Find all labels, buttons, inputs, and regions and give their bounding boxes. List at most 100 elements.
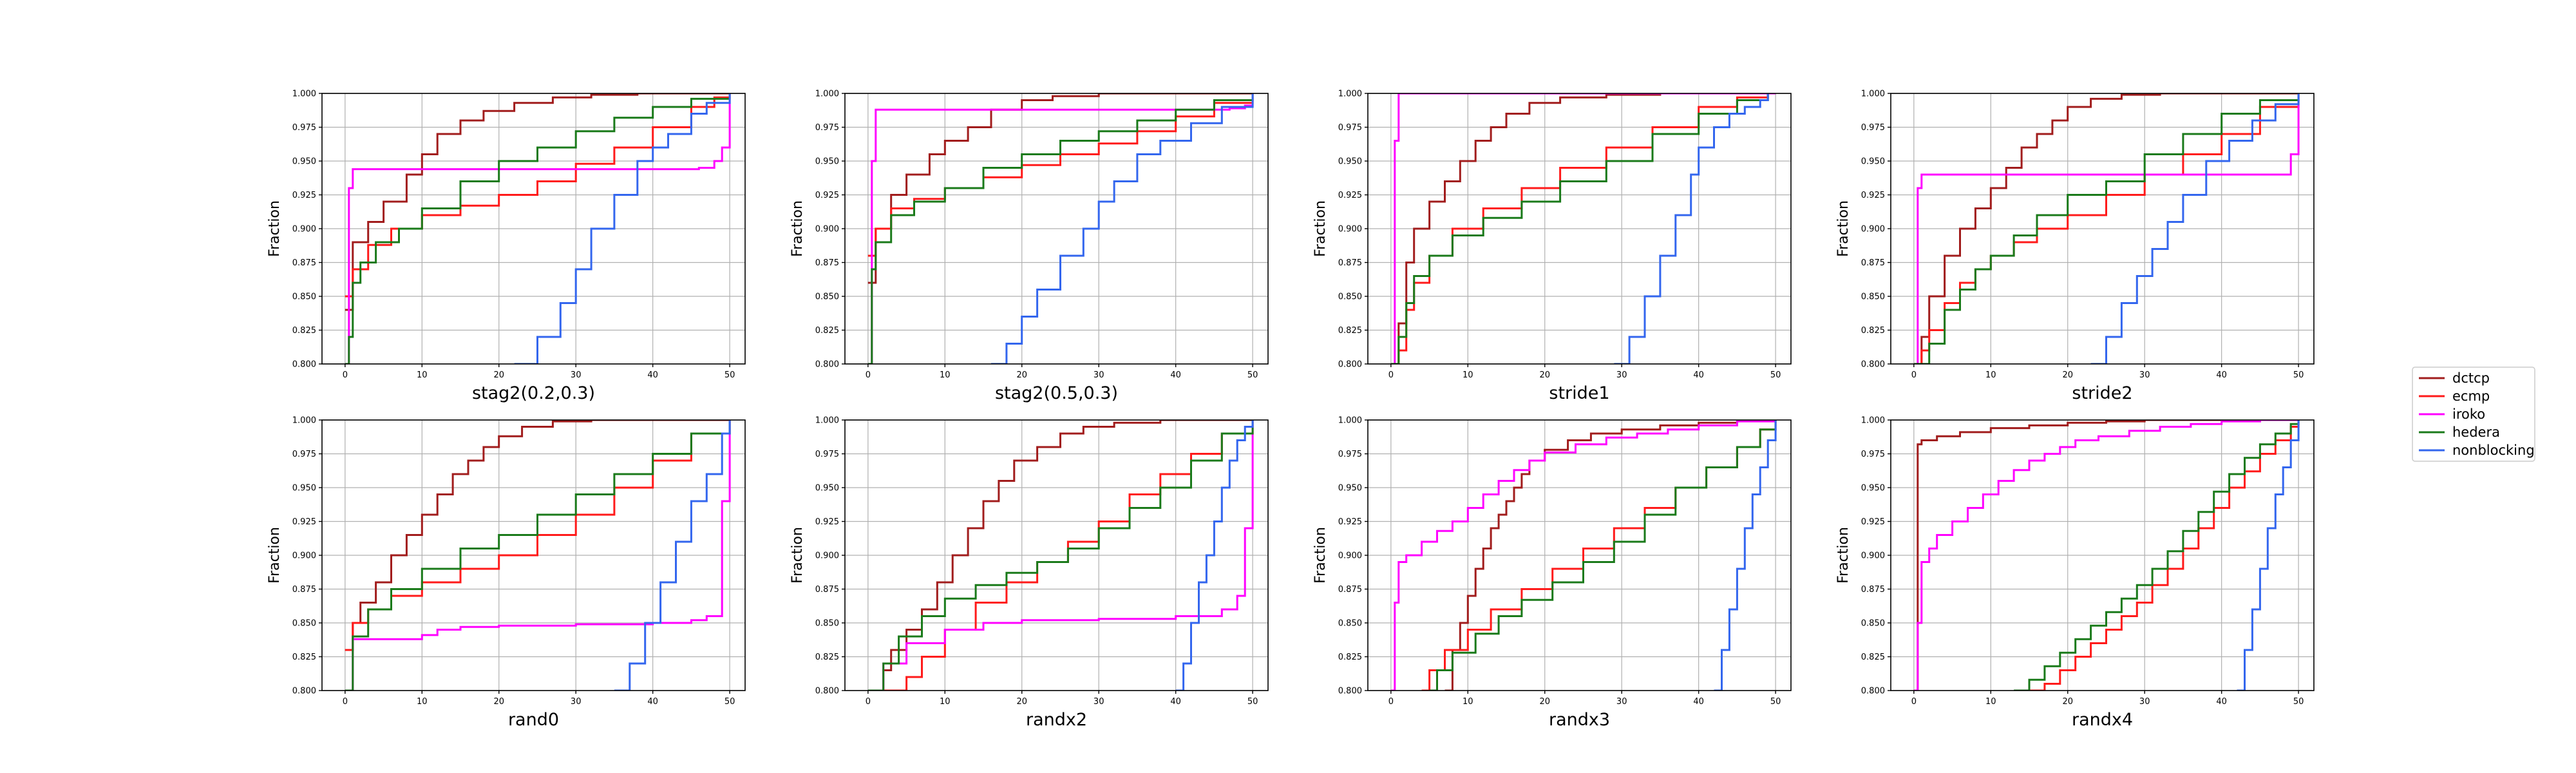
series-line-hedera [345, 93, 731, 364]
x-tick-label: 30 [1616, 370, 1627, 380]
x-tick-label: 40 [647, 697, 658, 707]
y-tick-label: 0.950 [815, 484, 839, 493]
x-tick-label: 50 [724, 697, 735, 707]
subplot-6: 0 10 20 30 40 50 0.800 0.825 0.850 0.875 0.900 0.92… [790, 416, 1269, 730]
y-tick-label: 0.975 [1338, 450, 1362, 459]
y-tick-label: 0.875 [292, 585, 316, 595]
subplot-2: 0 10 20 30 40 50 0.800 0.825 0.850 0.875 0.900 0.92… [790, 90, 1269, 403]
y-tick-label: 0.975 [292, 450, 316, 459]
x-tick-label: 20 [2062, 697, 2073, 707]
series-line-iroko [1913, 93, 2300, 364]
y-tick-label: 0.850 [1861, 292, 1885, 302]
legend-label-dctcp: dctcp [2452, 370, 2490, 386]
x-tick-label: 0 [1911, 370, 1917, 380]
x-tick-label: 40 [647, 370, 658, 380]
x-tick-label: 10 [1985, 370, 1996, 380]
y-tick-label: 0.975 [1338, 123, 1362, 133]
y-tick-label: 1.000 [1861, 416, 1885, 426]
series-line-hedera [1390, 93, 1769, 364]
x-tick-label: 10 [1463, 697, 1473, 707]
y-tick-label: 0.950 [1861, 157, 1885, 167]
legend: dctcp ecmp iroko hedera nonblocking [2412, 367, 2535, 462]
y-tick-label: 0.900 [292, 225, 316, 234]
x-tick-label: 10 [417, 697, 428, 707]
series-line-hedera [345, 420, 731, 691]
subplot-1: 0 10 20 30 40 50 0.800 0.825 0.850 0.875 0.900 0.92… [267, 90, 746, 403]
x-tick-label: 0 [1388, 697, 1394, 707]
y-tick-label: 0.825 [1338, 326, 1362, 336]
x-tick-label: 30 [1094, 370, 1104, 380]
y-tick-label: 0.800 [1338, 687, 1362, 696]
x-tick-label: 30 [2139, 697, 2150, 707]
x-axis-label: stag2(0.2,0.3) [472, 383, 595, 403]
x-axis-label: randx2 [1026, 710, 1087, 730]
series-line-nonblocking [2237, 420, 2300, 691]
x-tick-label: 40 [1170, 697, 1181, 707]
y-tick-label: 0.900 [1338, 225, 1362, 234]
x-tick-label: 30 [1094, 697, 1104, 707]
series-line-iroko [345, 420, 731, 691]
x-tick-label: 30 [2139, 370, 2150, 380]
y-tick-label: 0.900 [292, 551, 316, 561]
y-tick-label: 0.925 [1338, 517, 1362, 527]
x-axis-label: stag2(0.5,0.3) [995, 383, 1118, 403]
x-tick-label: 0 [1911, 697, 1917, 707]
series-line-dctcp [345, 420, 730, 651]
y-axis-label: Fraction [1835, 200, 1852, 257]
y-tick-label: 0.800 [815, 360, 839, 370]
x-tick-label: 50 [1770, 697, 1781, 707]
series-line-dctcp [345, 93, 730, 311]
y-tick-label: 1.000 [292, 416, 316, 426]
series-line-hedera [2014, 420, 2300, 691]
series-line-nonblocking [1175, 420, 1254, 691]
y-tick-label: 0.800 [292, 687, 316, 696]
x-axis-label: stride2 [2072, 383, 2132, 403]
x-tick-label: 50 [1247, 370, 1258, 380]
x-axis-label: rand0 [508, 710, 559, 730]
y-tick-label: 0.975 [815, 123, 839, 133]
y-tick-label: 0.850 [1338, 292, 1362, 302]
y-tick-label: 0.975 [1861, 123, 1885, 133]
x-tick-label: 0 [343, 370, 348, 380]
x-tick-label: 50 [1770, 370, 1781, 380]
x-axis-label: stride1 [1549, 383, 1609, 403]
series-line-dctcp [867, 93, 1253, 284]
series-line-iroko [345, 93, 731, 364]
y-tick-label: 0.900 [1861, 551, 1885, 561]
y-tick-label: 0.850 [815, 619, 839, 629]
x-axis-label: randx4 [2072, 710, 2133, 730]
x-tick-label: 20 [1539, 697, 1550, 707]
x-tick-label: 40 [2216, 697, 2227, 707]
x-tick-label: 40 [1693, 697, 1704, 707]
series-line-nonblocking [514, 93, 731, 364]
x-tick-label: 30 [571, 370, 582, 380]
y-tick-label: 0.925 [292, 517, 316, 527]
series-line-iroko [1913, 420, 2299, 691]
y-tick-label: 0.825 [1861, 653, 1885, 662]
y-tick-label: 0.925 [815, 517, 839, 527]
y-tick-label: 0.825 [815, 326, 839, 336]
y-tick-label: 0.900 [815, 551, 839, 561]
subplot-7: 0 10 20 30 40 50 0.800 0.825 0.850 0.875 0.900 0.92… [1312, 416, 1792, 730]
y-tick-label: 0.825 [815, 653, 839, 662]
series-line-dctcp [1913, 93, 2299, 364]
x-tick-label: 40 [2216, 370, 2227, 380]
series-line-nonblocking [614, 420, 731, 691]
series-line-dctcp [1390, 93, 1776, 364]
series-line-dctcp [1444, 420, 1776, 691]
y-tick-label: 0.900 [815, 225, 839, 234]
legend-box [2412, 367, 2535, 462]
series-line-hedera [1913, 93, 2300, 364]
x-tick-label: 10 [1985, 697, 1996, 707]
y-tick-label: 0.850 [1861, 619, 1885, 629]
y-tick-label: 0.950 [292, 484, 316, 493]
x-tick-label: 20 [1016, 697, 1027, 707]
y-tick-label: 0.850 [815, 292, 839, 302]
y-tick-label: 1.000 [1338, 416, 1362, 426]
y-axis-label: Fraction [1312, 527, 1329, 584]
y-tick-label: 0.850 [1338, 619, 1362, 629]
y-tick-label: 0.875 [1861, 258, 1885, 268]
y-axis-label: Fraction [790, 527, 806, 584]
y-tick-label: 0.925 [1861, 191, 1885, 200]
y-tick-label: 0.800 [1861, 687, 1885, 696]
